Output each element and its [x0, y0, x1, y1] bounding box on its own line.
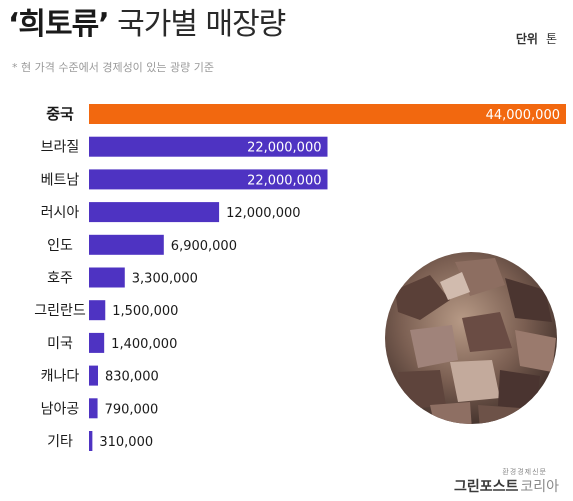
value-label: 790,000	[105, 402, 159, 417]
subtitle-note: * 현 가격 수준에서 경제성이 있는 광량 기준	[12, 61, 215, 74]
category-label: 베트남	[41, 172, 80, 188]
title-rest: 국가별 매장량	[117, 7, 286, 42]
bar-row: 호주 3,300,000	[47, 267, 198, 288]
value-label: 3,300,000	[132, 272, 198, 287]
category-label: 인도	[47, 238, 73, 254]
bar-row: 미국 1,400,000	[47, 332, 177, 353]
bar	[89, 104, 566, 124]
value-label: 22,000,000	[247, 173, 321, 188]
bar	[89, 398, 98, 419]
publisher-logo: 그린포스트 코리아	[454, 476, 559, 496]
bar-row: 베트남 22,000,000	[41, 169, 328, 190]
category-label: 중국	[46, 105, 74, 123]
logo-sub: 코리아	[520, 479, 559, 495]
bar	[89, 136, 328, 157]
bars-layer: 중국 44,000,000 브라질 22,000,000 베트남 22,000,000 러시…	[34, 104, 566, 451]
bar-row: 러시아 12,000,000	[41, 202, 301, 223]
value-label: 830,000	[105, 370, 159, 385]
unit-label: 단위	[515, 32, 538, 46]
value-label: 310,000	[99, 435, 153, 450]
value-label: 6,900,000	[171, 239, 237, 254]
category-label: 캐나다	[41, 369, 80, 385]
rare-earth-ore-photo	[385, 252, 557, 424]
value-label: 12,000,000	[226, 206, 300, 221]
category-label: 그린란드	[34, 303, 86, 319]
category-label: 러시아	[41, 205, 80, 221]
value-label: 44,000,000	[486, 108, 560, 123]
bar-row: 인도 6,900,000	[47, 234, 237, 255]
footer-tagline: 환경경제신문	[502, 468, 547, 476]
category-label: 미국	[47, 336, 73, 352]
bar	[89, 300, 106, 321]
bar-row: 남아공 790,000	[41, 398, 159, 419]
unit-indicator: 단위 톤	[516, 30, 557, 47]
category-label: 남아공	[41, 401, 80, 417]
page-title: ‘희토류’ 국가별 매장량	[8, 4, 286, 46]
bar-row: 중국 44,000,000	[46, 104, 566, 124]
category-label: 브라질	[41, 140, 80, 156]
value-label: 1,500,000	[112, 304, 178, 319]
bar	[89, 332, 105, 353]
value-label: 1,400,000	[111, 337, 177, 352]
value-label: 22,000,000	[247, 141, 321, 156]
category-label: 호주	[47, 271, 73, 287]
bar	[89, 365, 98, 386]
bar-row: 브라질 22,000,000	[41, 136, 328, 157]
title-bold: ‘희토류’	[8, 7, 110, 42]
bar	[89, 267, 125, 288]
category-label: 기타	[47, 434, 73, 450]
bar	[89, 202, 220, 223]
bar-row: 그린란드 1,500,000	[34, 300, 178, 321]
logo-main: 그린포스트	[453, 479, 519, 495]
unit-value: 톤	[545, 32, 557, 46]
bar	[89, 431, 93, 451]
bar-row: 기타 310,000	[47, 431, 153, 451]
bar	[89, 234, 164, 255]
bar	[89, 169, 328, 190]
bar-row: 캐나다 830,000	[41, 365, 159, 386]
